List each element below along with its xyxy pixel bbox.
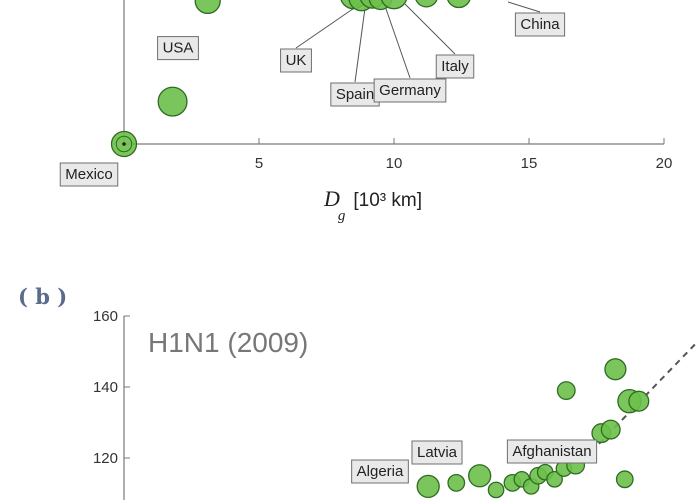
panel-b-point-3	[487, 481, 505, 499]
panel-b-tag-afghanistan: Afghanistan	[506, 439, 598, 464]
panel-a-point-7	[380, 0, 408, 10]
panel-b-letter: ( b )	[18, 284, 67, 309]
panel-b-point-19	[604, 358, 627, 381]
panel-a-point-2	[194, 0, 221, 15]
panel-b-country-tags: Algeria Latvia Afghanistan	[351, 439, 598, 484]
panel-a-point-9	[447, 0, 471, 9]
panel-b-point-2	[468, 464, 492, 488]
panel-b-tag-box-algeria	[351, 459, 409, 484]
panel-a-x-tick-label-15: 15	[521, 155, 538, 172]
panel-a-tag-box-italy	[435, 54, 475, 79]
panel-b-tag-box-latvia	[411, 440, 463, 465]
panel-a-tag-germany: Germany	[373, 78, 447, 103]
panel-a-tag-mexico: Mexico	[59, 162, 119, 187]
panel-b-point-14	[600, 419, 621, 440]
panel-b-y-tick-label-140: 140	[93, 379, 118, 396]
panel-a-tag-label-italy: Italy	[441, 58, 469, 75]
panel-b-tag-label-latvia: Latvia	[417, 444, 458, 461]
panel-a-tag-label-spain: Spain	[336, 86, 374, 103]
panel-a-tag-box-uk	[280, 48, 312, 73]
panel-a-tag-box-china	[514, 12, 566, 37]
panel-a-tag-label-usa: USA	[163, 40, 194, 57]
panel-b-point-17	[628, 390, 650, 412]
panel-b-tag-label-afghanistan: Afghanistan	[512, 443, 591, 460]
panel-a-tag-italy: Italy	[435, 54, 475, 79]
panel-a-points	[110, 0, 471, 158]
panel-b-title: H1N1 (2009)	[148, 327, 308, 358]
panel-a-x-tick-label-5: 5	[255, 155, 263, 172]
panel-a-leader-italy	[404, 3, 456, 55]
panel-b-y-tick-label-120: 120	[93, 450, 118, 467]
panel-b-point-9	[546, 470, 563, 488]
panel-b-y-tick-label-160: 160	[93, 308, 118, 325]
panel-a-point-center-dot	[122, 142, 126, 146]
panel-a-tag-china: China	[514, 12, 566, 37]
panel-b-point-1	[447, 473, 466, 492]
panel-a-tag-label-china: China	[520, 16, 560, 33]
panel-b-point-0	[416, 474, 440, 499]
panel-a-tag-label-germany: Germany	[379, 82, 441, 99]
panel-a-tag-box-usa	[157, 36, 199, 61]
panel-b: ( b ) 120 140 160 H1N1 (2009) Algeria Latvi…	[18, 284, 696, 500]
panel-b-point-15	[615, 470, 634, 489]
panel-a-leader-china	[507, 1, 541, 13]
panel-a-leader-germany	[384, 5, 411, 79]
panel-a-tag-box-mexico	[59, 162, 119, 187]
panel-a-tag-label-uk: UK	[286, 52, 307, 69]
panel-b-points	[416, 358, 650, 499]
panel-a-leader-lines	[295, 1, 541, 83]
panel-a-tag-spain: Spain	[330, 82, 380, 107]
panel-a-tag-uk: UK	[280, 48, 312, 73]
panel-a-point-usa	[157, 86, 188, 117]
panel-a-tag-usa: USA	[157, 36, 199, 61]
panel-a-x-ticks: 5 10 15 20	[255, 138, 673, 172]
panel-a-point-8	[415, 0, 438, 8]
panel-a-leader-uk	[295, 3, 361, 49]
panel-a-point-inner-ring	[115, 135, 133, 153]
panel-b-tag-box-afghanistan	[506, 439, 598, 464]
panel-a-x-tick-label-10: 10	[386, 155, 403, 172]
panel-a-leader-spain	[354, 7, 366, 83]
panel-b-y-ticks: 120 140 160	[93, 308, 130, 467]
panel-a-x-tick-label-20: 20	[656, 155, 673, 172]
panel-a-tag-label-mexico: Mexico	[65, 166, 113, 183]
panel-b-point-18	[556, 381, 576, 401]
panel-b-tag-algeria: Algeria	[351, 459, 409, 484]
panel-a-tag-box-germany	[373, 78, 447, 103]
panel-b-tag-latvia: Latvia	[411, 440, 463, 465]
panel-b-tag-label-algeria: Algeria	[357, 463, 404, 480]
